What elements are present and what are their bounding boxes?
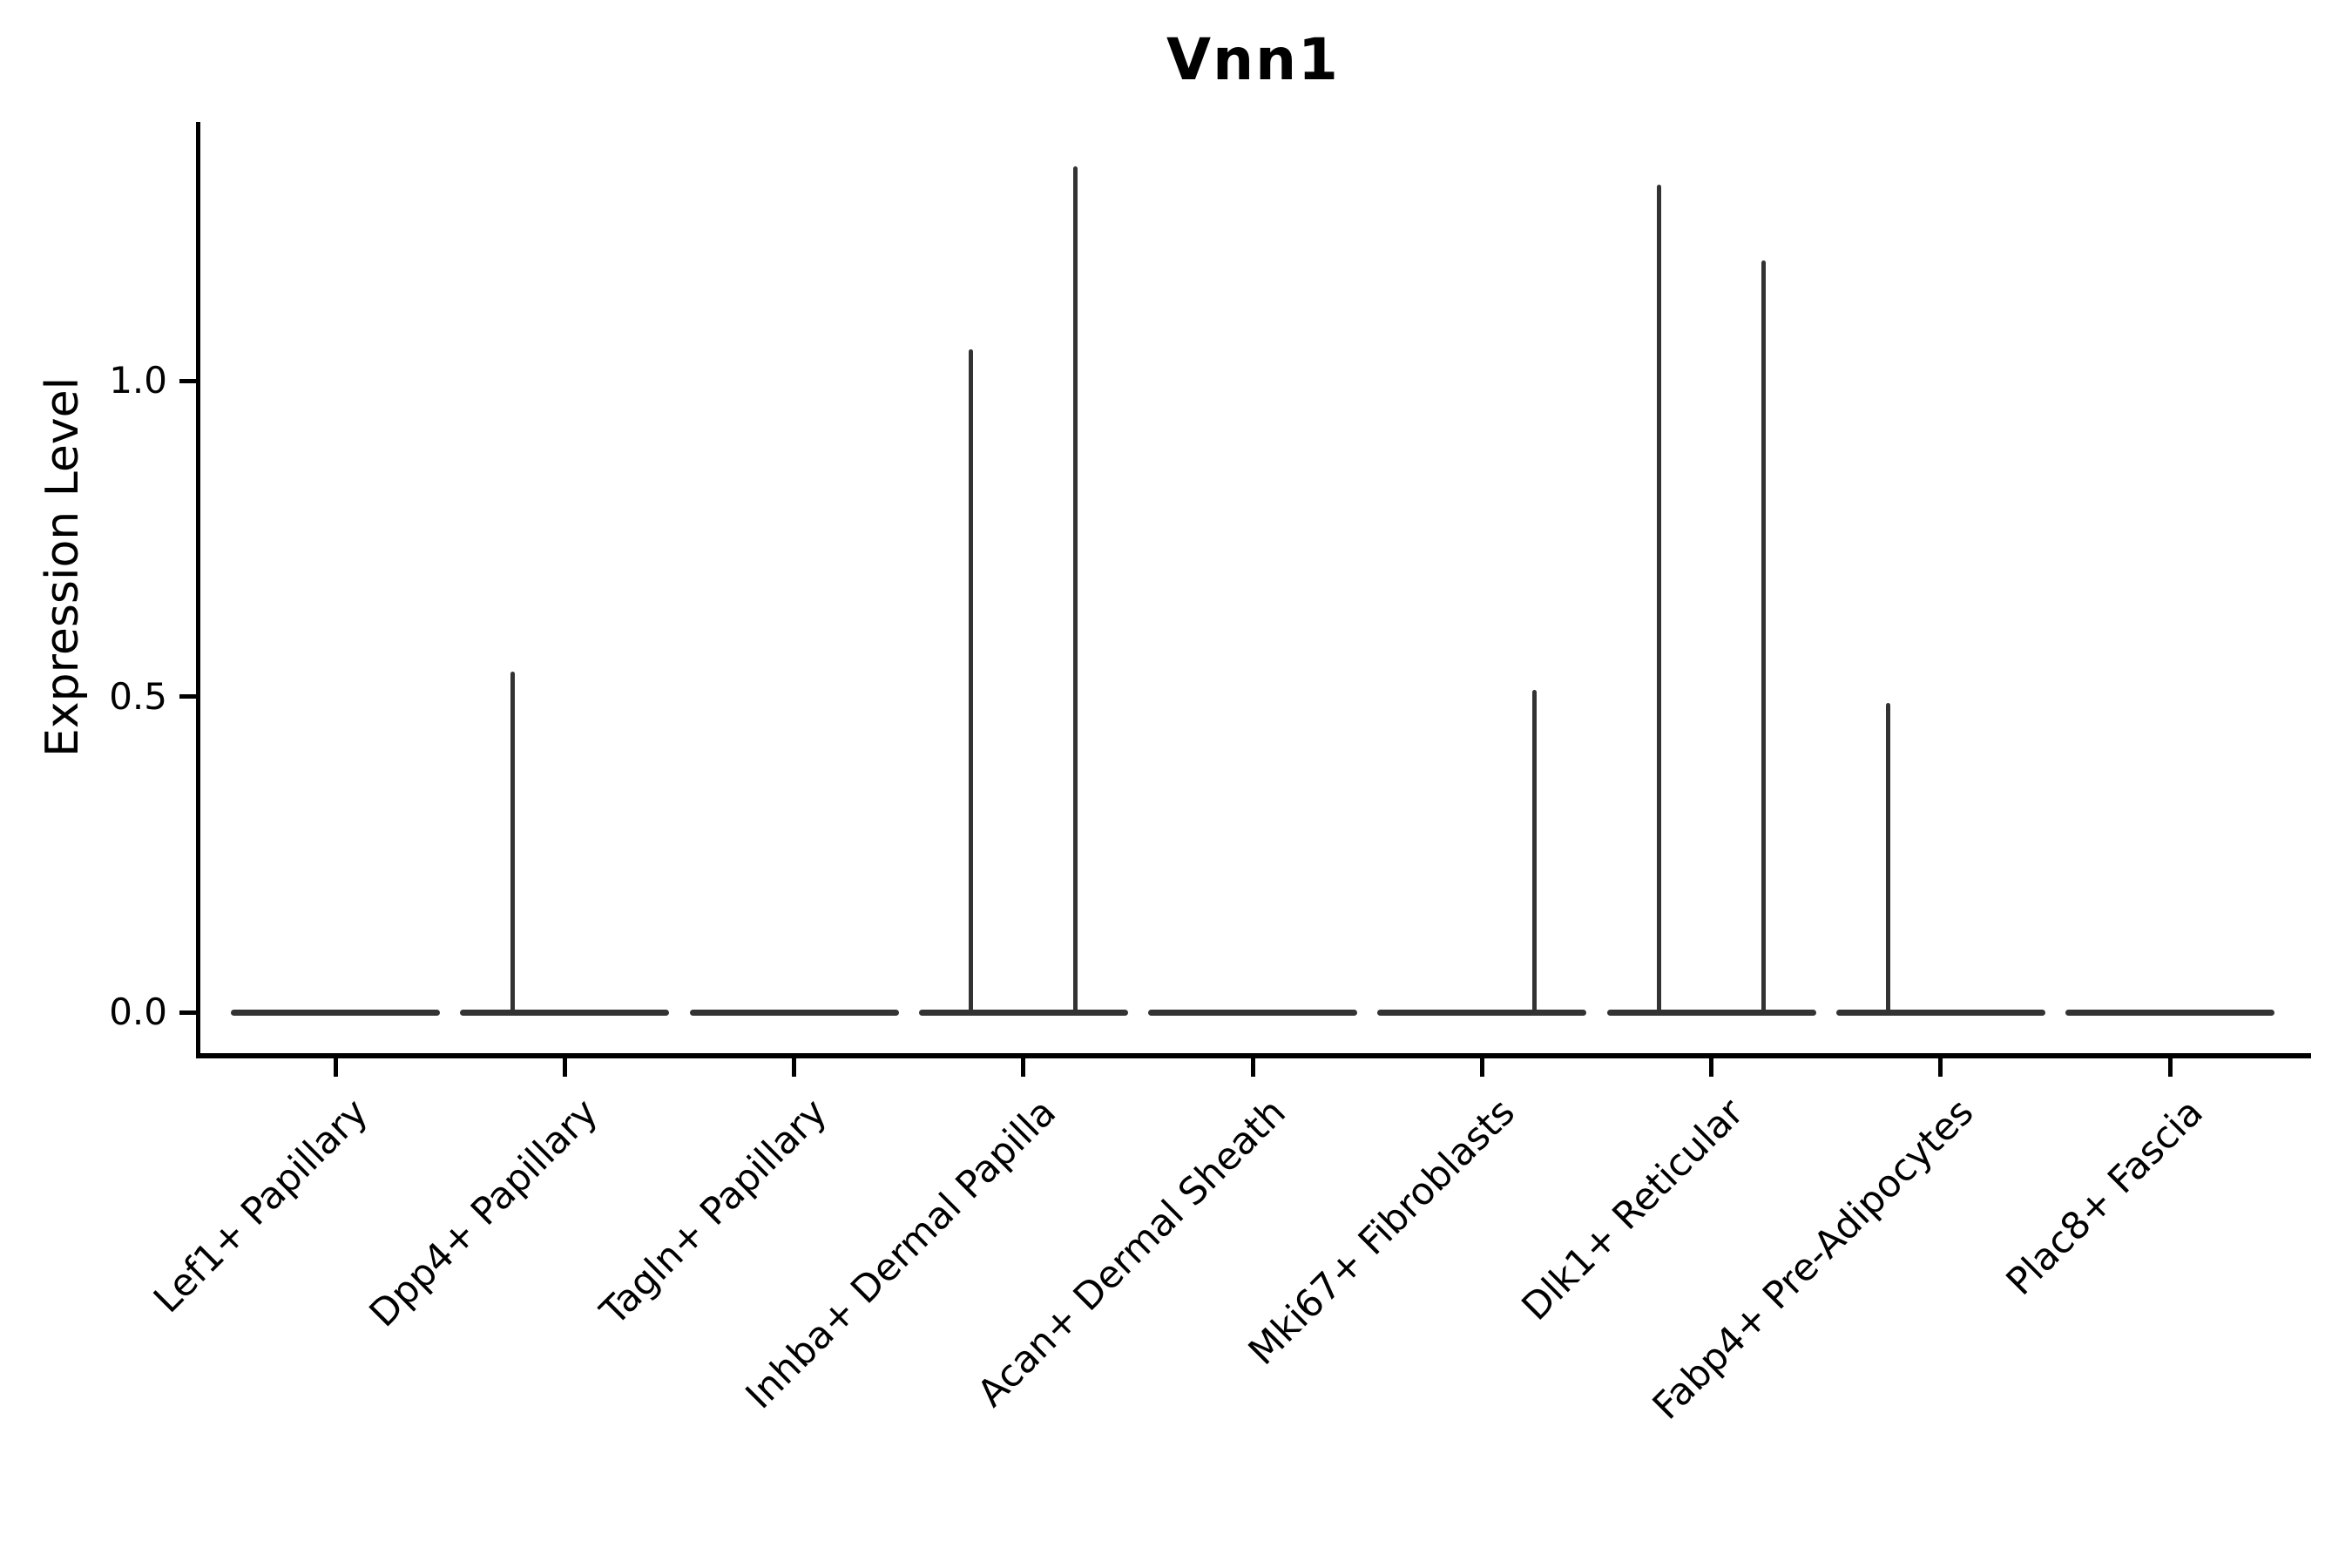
violin-spike [969, 348, 974, 1014]
x-tick-mark [1479, 1056, 1484, 1077]
violin-spike [1073, 166, 1078, 1014]
x-tick-mark [1250, 1056, 1255, 1077]
x-tick-label: Mki67+ Fibroblasts [1240, 1091, 1524, 1374]
y-axis-spine [196, 122, 200, 1058]
x-tick-mark [1709, 1056, 1713, 1077]
y-tick-label: 0.0 [109, 990, 167, 1033]
violin-body [1606, 1009, 1816, 1016]
violin-spike [510, 671, 515, 1014]
chart-title: Vnn1 [1166, 26, 1340, 93]
violin-body [2065, 1009, 2274, 1016]
violin-body [231, 1009, 440, 1016]
violin-body [918, 1009, 1128, 1016]
x-tick-mark [792, 1056, 796, 1077]
y-tick-label: 1.0 [109, 359, 167, 402]
x-tick-mark [333, 1056, 338, 1077]
y-tick-label: 0.5 [109, 674, 167, 718]
y-tick-mark [179, 1010, 198, 1015]
y-tick-mark [179, 378, 198, 383]
y-tick-mark [179, 694, 198, 699]
x-tick-mark [1938, 1056, 1943, 1077]
violin-body [689, 1009, 899, 1016]
violin-spike [1761, 260, 1766, 1014]
x-tick-label: Lef1+ Papillary [145, 1091, 377, 1322]
violin-body [1377, 1009, 1587, 1016]
x-tick-mark [1021, 1056, 1026, 1077]
x-tick-mark [2167, 1056, 2173, 1077]
violin-spike [1886, 702, 1891, 1014]
x-tick-label: Tagln+ Papillary [591, 1091, 835, 1335]
x-tick-label: Dlk1+ Reticular [1514, 1091, 1753, 1329]
violin-body [1148, 1009, 1357, 1016]
x-tick-label: Dpp4+ Papillary [361, 1091, 606, 1336]
violin-spike [1657, 185, 1661, 1014]
violin-body [1835, 1009, 2045, 1016]
violin-spike [1531, 690, 1537, 1014]
x-tick-label: Plac8+ Fascia [1997, 1091, 2212, 1304]
violin-body [460, 1009, 670, 1016]
x-tick-mark [562, 1056, 567, 1077]
